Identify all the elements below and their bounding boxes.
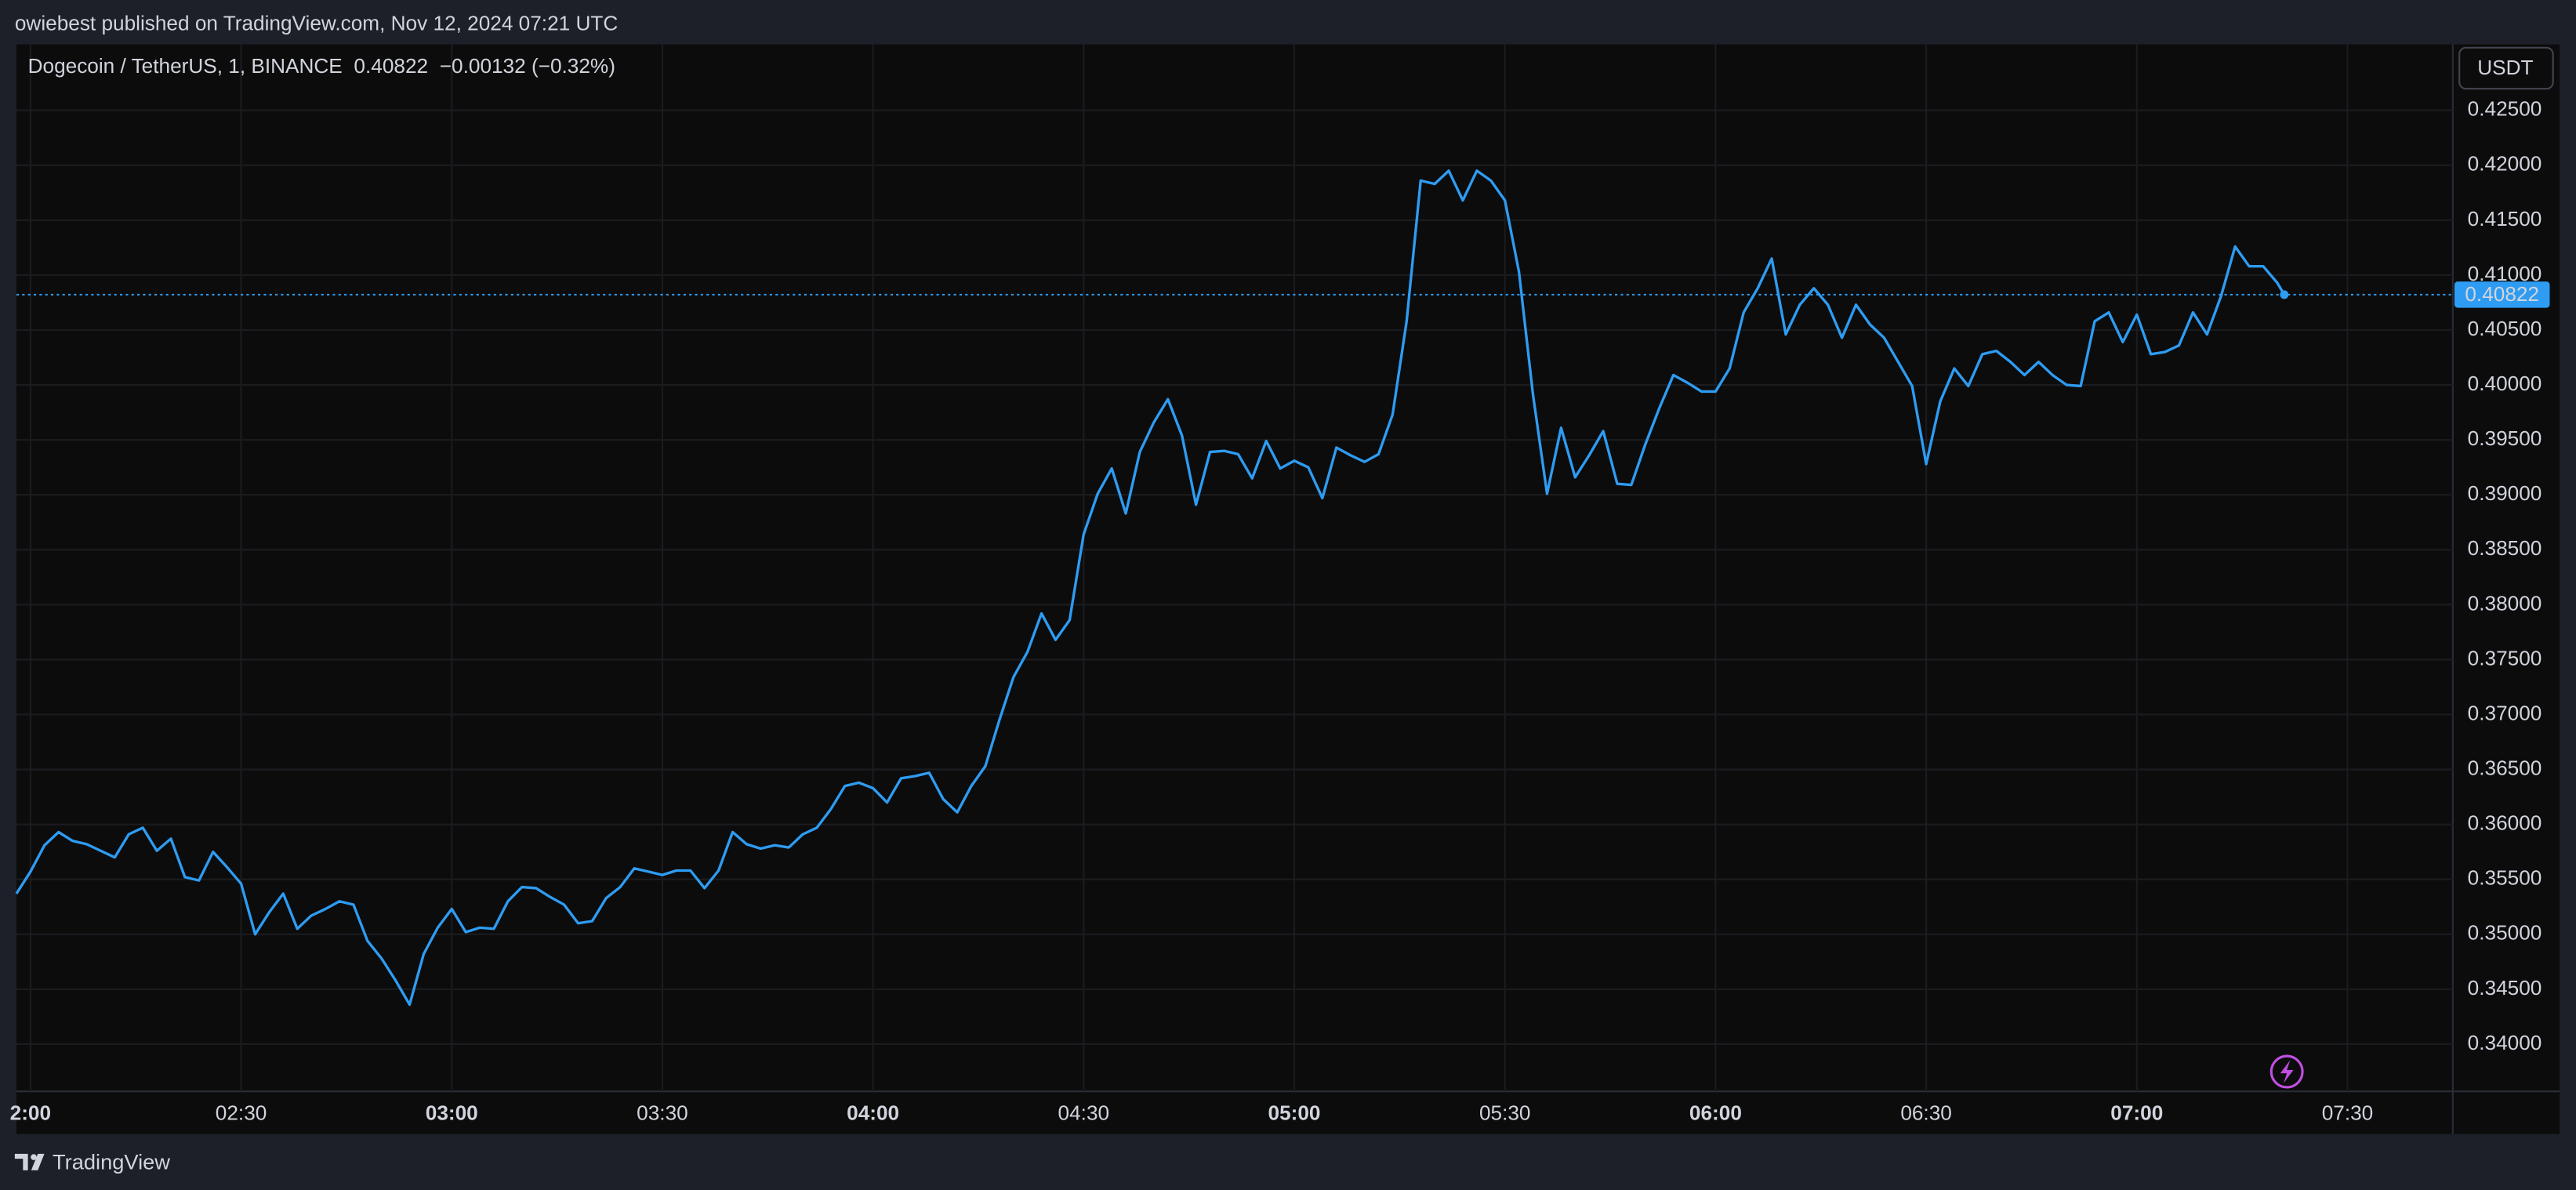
currency-button[interactable]	[2458, 46, 2554, 90]
last-price-dot	[2280, 290, 2289, 299]
published-line: owiebest published on TradingView.com, N…	[15, 11, 618, 34]
y-tick-label: 0.40500	[2468, 317, 2542, 340]
x-tick-label: 06:30	[1900, 1101, 1952, 1124]
alert-bolt	[2280, 1060, 2294, 1083]
y-tick-label: 0.39500	[2468, 426, 2542, 450]
chart-background	[16, 44, 2560, 1134]
x-tick-label: 04:30	[1058, 1101, 1110, 1124]
x-tick-label: 2:00	[10, 1101, 51, 1124]
y-tick-label: 0.38500	[2468, 536, 2542, 560]
brand-logo	[14, 1153, 45, 1170]
x-tick-label: 07:30	[2322, 1101, 2374, 1124]
y-tick-label: 0.36500	[2468, 756, 2542, 779]
plot	[15, 44, 2453, 1092]
x-tick-label: 02:30	[216, 1101, 267, 1124]
y-tick-label: 0.42500	[2468, 97, 2542, 121]
x-tick-label: 05:00	[1268, 1101, 1321, 1124]
y-tick-label: 0.40000	[2468, 372, 2542, 395]
y-tick-label: 0.39000	[2468, 481, 2542, 505]
y-tick-label: 0.35500	[2468, 866, 2542, 890]
y-tick-label: 0.37000	[2468, 701, 2542, 724]
currency-label[interactable]: USDT	[2477, 56, 2533, 79]
x-tick-label: 04:00	[847, 1101, 899, 1124]
y-tick-label: 0.38000	[2468, 591, 2542, 615]
x-tick-label: 07:00	[2110, 1101, 2163, 1124]
y-tick-label: 0.37500	[2468, 646, 2542, 669]
x-tick-label: 05:30	[1479, 1101, 1531, 1124]
x-tick-label: 03:30	[637, 1101, 688, 1124]
price-line	[15, 169, 2286, 1007]
brand-logo-dot	[31, 1154, 37, 1160]
last-price-tag-label: 0.40822	[2465, 282, 2539, 306]
alert-icon[interactable]	[2269, 1054, 2304, 1089]
y-tick-label: 0.41500	[2468, 207, 2542, 230]
x-tick-label: 03:00	[426, 1101, 478, 1124]
header-change: −0.00132 (−0.32%)	[440, 54, 615, 78]
header-last-price: 0.40822	[354, 54, 428, 78]
y-tick-label: 0.36000	[2468, 811, 2542, 835]
brand-name: TradingView	[53, 1150, 170, 1174]
y-tick-label: 0.35000	[2468, 921, 2542, 945]
y-tick-label: 0.34500	[2468, 976, 2542, 1000]
last-price-tag	[2454, 281, 2550, 308]
y-tick-label: 0.41000	[2468, 262, 2542, 285]
y-tick-label: 0.42000	[2468, 152, 2542, 176]
y-tick-label: 0.34000	[2468, 1031, 2542, 1054]
x-tick-label: 06:00	[1689, 1101, 1742, 1124]
symbol-title: Dogecoin / TetherUS, 1, BINANCE	[28, 54, 343, 78]
